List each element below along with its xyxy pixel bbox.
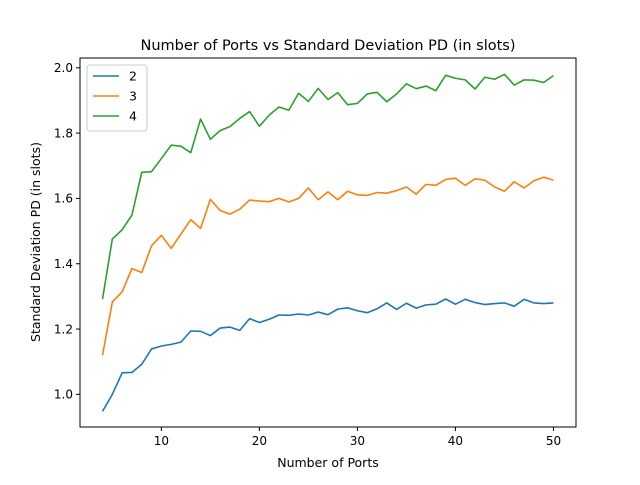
x-axis-label: Number of Ports: [277, 455, 379, 470]
x-tick-label: 30: [350, 434, 365, 448]
y-tick-label: 2.0: [54, 61, 73, 75]
plot-lines: [101, 73, 554, 412]
x-tick-label: 20: [252, 434, 267, 448]
x-axis: 10 20 30 40 50: [154, 427, 561, 448]
series-line-2: [101, 298, 554, 412]
y-tick-label: 1.4: [54, 257, 73, 271]
legend-label-4: 4: [129, 109, 137, 124]
x-tick-label: 50: [546, 434, 561, 448]
series-line-4: [101, 73, 554, 300]
x-tick-label: 40: [448, 434, 463, 448]
y-tick-label: 1.8: [54, 126, 73, 140]
x-tick-label: 10: [154, 434, 169, 448]
legend-box: [86, 64, 148, 132]
y-axis: 1.0 1.2 1.4 1.6 1.8 2.0: [54, 61, 80, 402]
legend-label-3: 3: [129, 89, 137, 104]
y-tick-label: 1.6: [54, 192, 73, 206]
y-tick-label: 1.2: [54, 322, 73, 336]
chart-title: Number of Ports vs Standard Deviation PD…: [141, 38, 516, 54]
legend: 2 3 4: [86, 64, 148, 132]
y-tick-label: 1.0: [54, 388, 73, 402]
series-line-3: [101, 176, 554, 356]
plot-frame: [79, 57, 577, 428]
legend-label-2: 2: [129, 69, 137, 84]
y-axis-label: Standard Deviation PD (in slots): [28, 142, 43, 342]
